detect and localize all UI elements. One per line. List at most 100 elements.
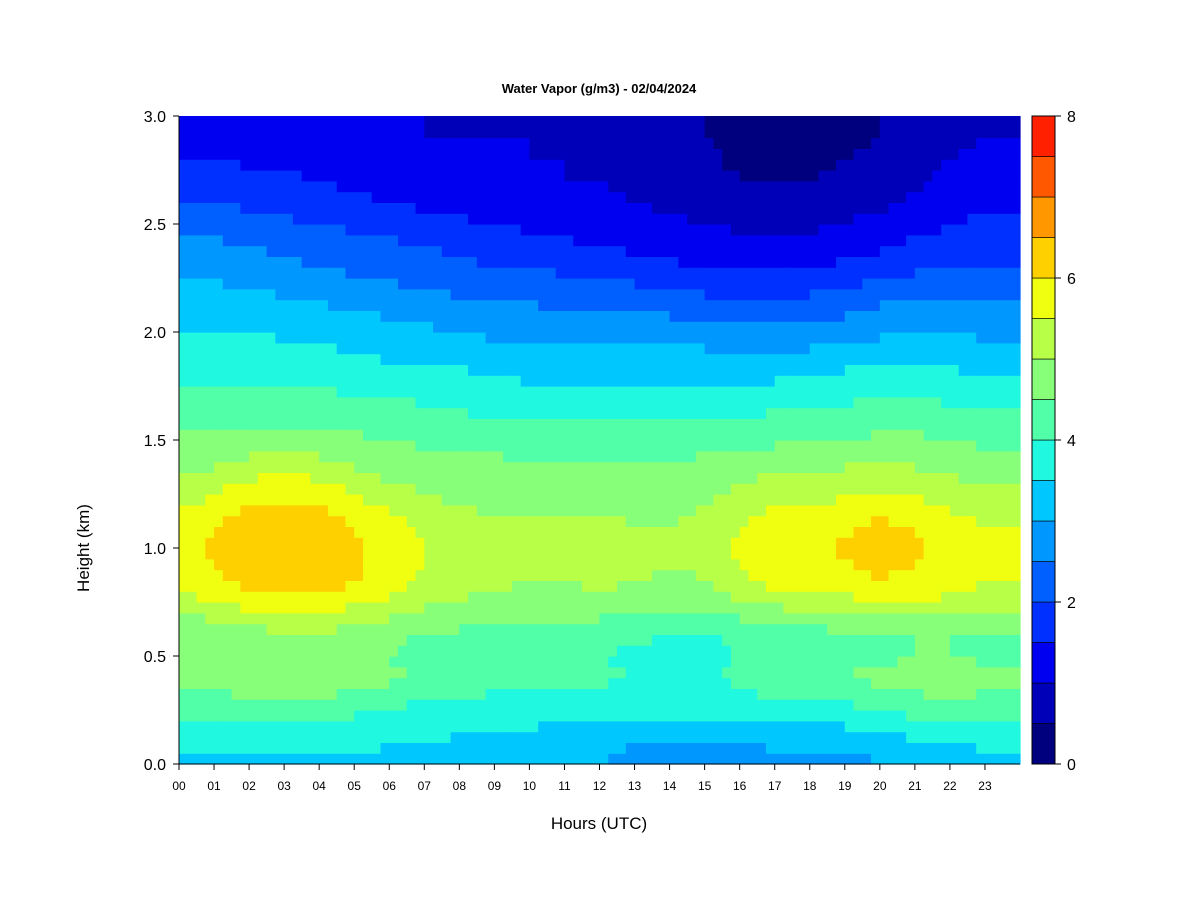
heatmap-cell <box>993 234 1004 247</box>
heatmap-cell <box>494 515 504 527</box>
heatmap-cell <box>984 526 995 538</box>
heatmap-cell <box>652 656 662 668</box>
heatmap-cell <box>774 407 785 419</box>
heatmap-cell <box>669 569 679 581</box>
heatmap-cell <box>993 299 1004 311</box>
heatmap-cell <box>1011 483 1021 495</box>
heatmap-cell <box>625 234 636 247</box>
heatmap-cell <box>398 569 408 581</box>
heatmap-cell <box>879 278 890 290</box>
heatmap-cell <box>520 278 531 290</box>
heatmap-cell <box>967 234 977 247</box>
heatmap-cell <box>669 699 679 711</box>
heatmap-cell <box>249 688 259 700</box>
heatmap-cell <box>967 602 977 614</box>
heatmap-cell <box>897 375 907 387</box>
heatmap-cell <box>879 569 890 581</box>
heatmap-cell <box>792 278 802 290</box>
heatmap-cell <box>529 688 539 700</box>
heatmap-cell <box>310 526 320 538</box>
heatmap-cell <box>941 537 951 549</box>
heatmap-cell <box>196 310 206 322</box>
heatmap-cell <box>599 245 609 257</box>
heatmap-cell <box>389 742 399 754</box>
heatmap-cell <box>652 677 662 689</box>
heatmap-cell <box>362 569 373 581</box>
heatmap-cell <box>984 202 995 214</box>
heatmap-cell <box>406 461 417 473</box>
heatmap-cell <box>871 731 881 743</box>
heatmap-cell <box>792 569 802 581</box>
heatmap-cell <box>284 278 294 290</box>
heatmap-cell <box>573 548 583 560</box>
heatmap-cell <box>599 440 609 452</box>
heatmap-cell <box>424 407 434 419</box>
heatmap-cell <box>941 548 951 560</box>
heatmap-cell <box>739 634 750 646</box>
heatmap-cell <box>345 321 355 333</box>
heatmap-cell <box>888 224 898 236</box>
heatmap-cell <box>652 526 662 538</box>
heatmap-cell <box>205 310 215 322</box>
heatmap-cell <box>941 677 951 689</box>
heatmap-cell <box>266 310 276 322</box>
heatmap-cell <box>433 310 443 322</box>
heatmap-cell <box>783 202 793 214</box>
heatmap-cell <box>546 753 557 765</box>
heatmap-cell <box>520 591 531 603</box>
heatmap-cell <box>800 418 811 430</box>
heatmap-cell <box>722 504 732 517</box>
heatmap-cell <box>476 688 487 700</box>
heatmap-cell <box>897 720 907 733</box>
heatmap-cell <box>923 202 933 214</box>
heatmap-cell <box>555 407 566 419</box>
heatmap-cell <box>494 299 504 311</box>
heatmap-cell <box>222 386 233 398</box>
heatmap-cell <box>853 450 863 463</box>
heatmap-cell <box>853 461 863 473</box>
heatmap-cell <box>336 375 347 387</box>
heatmap-cell <box>748 364 758 376</box>
heatmap-cell <box>652 440 662 452</box>
heatmap-cell <box>862 688 872 700</box>
heatmap-cell <box>398 753 408 765</box>
heatmap-cell <box>240 267 250 279</box>
heatmap-cell <box>1002 591 1012 603</box>
heatmap-cell <box>757 450 767 463</box>
heatmap-cell <box>546 720 557 733</box>
heatmap-cell <box>722 418 732 430</box>
heatmap-cell <box>179 591 189 603</box>
heatmap-cell <box>310 634 320 646</box>
heatmap-cell <box>564 720 574 733</box>
heatmap-cell <box>871 450 881 463</box>
heatmap-cell <box>231 688 241 700</box>
heatmap-cell <box>231 634 241 646</box>
heatmap-cell <box>914 645 925 657</box>
heatmap-cell <box>757 591 767 603</box>
heatmap-cell <box>222 548 233 560</box>
heatmap-cell <box>214 278 224 290</box>
heatmap-cell <box>362 742 373 754</box>
heatmap-cell <box>669 386 679 398</box>
heatmap-cell <box>214 353 224 365</box>
heatmap-cell <box>222 256 233 268</box>
heatmap-cell <box>222 353 233 365</box>
heatmap-cell <box>362 580 373 592</box>
heatmap-cell <box>836 386 846 398</box>
heatmap-cell <box>468 634 478 646</box>
heatmap-cell <box>362 267 373 279</box>
heatmap-cell <box>222 602 233 614</box>
heatmap-cell <box>301 558 312 571</box>
heatmap-cell <box>196 256 206 268</box>
heatmap-cell <box>187 742 198 754</box>
heatmap-cell <box>398 213 408 225</box>
heatmap-cell <box>249 623 259 635</box>
heatmap-cell <box>599 396 609 409</box>
heatmap-cell <box>214 224 224 236</box>
heatmap-cell <box>792 612 802 625</box>
heatmap-cell <box>573 602 583 614</box>
heatmap-cell <box>196 634 206 646</box>
heatmap-cell <box>1011 429 1021 441</box>
heatmap-cell <box>608 407 618 419</box>
heatmap-cell <box>660 602 671 614</box>
